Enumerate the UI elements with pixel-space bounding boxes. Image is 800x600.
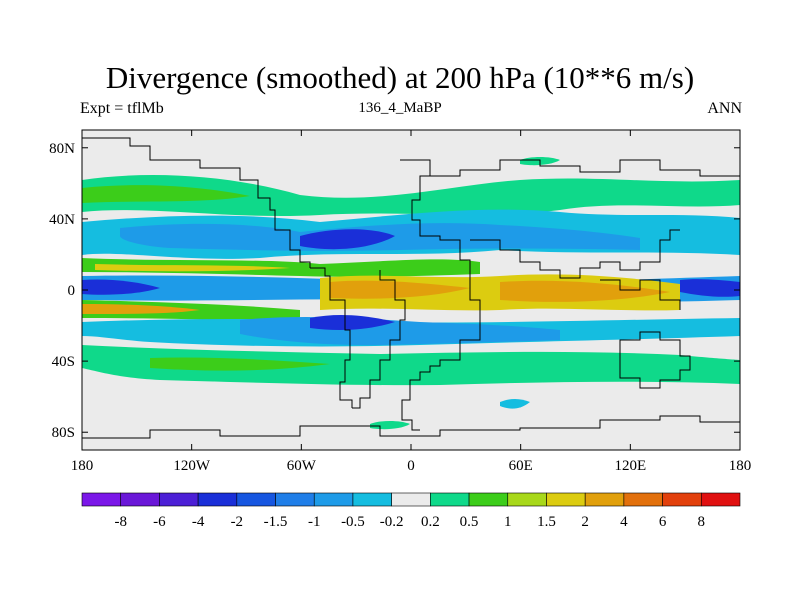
colorbar-swatch [546,492,586,507]
colorbar-swatch [507,492,547,507]
colorbar-label: -0.5 [341,514,365,530]
colorbar-label: 0.5 [460,514,479,530]
colorbar-swatch [120,492,160,507]
colorbar-swatch [197,492,238,507]
colorbar-swatch [313,492,354,507]
colorbar: -8 -6 -4 -2 -1.5 -1 -0.5 -0.2 0.2 0.5 1 1.5 2 4 6 8 [81,492,741,530]
field-maritime-divergence-core [500,280,670,302]
field-pacific-convergence-east [680,279,740,297]
x-tick-label: 180 [71,458,94,474]
colorbar-swatch [584,492,625,507]
coastlines [82,137,740,439]
field-tropical-divergence-core [330,280,470,299]
field-sh-convergence-core [310,315,395,330]
colorbar-swatch [81,492,122,507]
field-nh-divergence-core [82,185,250,203]
coast-antarctica [82,415,740,439]
field-sh-divergence-core [150,357,330,371]
coast-australia [619,331,691,389]
colorbar-label: -4 [192,514,205,530]
colorbar-swatch [391,492,431,507]
colorbar-swatch [236,492,276,507]
y-tick-label: 0 [68,283,76,299]
x-tick-label: 60W [287,458,317,474]
x-tick-label: 120E [614,458,646,474]
coast-asia-south [470,229,680,279]
y-tick-label: 80S [52,425,75,441]
x-tick-label: 180 [729,458,752,474]
divergence-field [82,130,740,450]
colorbar-label: 1.5 [537,514,556,530]
colorbar-swatch [662,492,702,507]
colorbar-swatch [352,492,392,507]
experiment-label: Expt = tflMb [80,100,164,117]
field-sh-divergence-band [82,345,740,386]
x-axis: 180 120W 60W 0 60E 120E 180 [71,130,752,474]
colorbar-swatch [159,492,199,507]
colorbar-label: -6 [153,514,166,530]
coast-maritime [600,279,681,310]
coast-europe-africa [400,159,481,431]
chart-subtitle: 136_4_MaBP [358,100,442,116]
colorbar-label: -8 [114,514,127,530]
coast-south-america-east [352,270,406,409]
colorbar-swatch [430,492,470,507]
field-sh-polar-convergence [500,399,530,409]
colorbar-label: -1 [308,514,321,530]
x-tick-label: 120W [173,458,211,474]
coast-south-america [310,267,353,408]
field-pacific-convergence-core [82,279,160,295]
field-nh-convergence-core [300,229,395,250]
colorbar-label: -1.5 [264,514,288,530]
y-tick-label: 40S [52,354,75,370]
x-tick-label: 60E [509,458,533,474]
colorbar-swatch [275,492,315,507]
coast-eurasia [430,159,740,177]
colorbar-label: 2 [581,514,589,530]
colorbar-label: 6 [659,514,667,530]
field-nh-divergence-band [82,175,740,217]
colorbar-label: 1 [504,514,512,530]
chart-title: Divergence (smoothed) at 200 hPa (10**6 … [105,60,695,95]
colorbar-swatch [468,492,509,507]
colorbar-swatch [623,492,663,507]
colorbar-label: 4 [620,514,628,530]
colorbar-label: -0.2 [380,514,404,530]
field-ntrop-divergence-core [95,264,290,272]
y-axis: 80N 40N 0 40S 80S [49,141,740,441]
colorbar-label: 0.2 [421,514,440,530]
y-tick-label: 40N [49,212,75,228]
colorbar-label: 8 [698,514,706,530]
coast-north-america [82,137,311,268]
colorbar-label: -2 [231,514,244,530]
x-tick-label: 0 [407,458,415,474]
colorbar-swatch [700,492,741,507]
field-strop-divergence-core [82,304,200,314]
season-label: ANN [707,100,742,117]
y-tick-label: 80N [49,141,75,157]
